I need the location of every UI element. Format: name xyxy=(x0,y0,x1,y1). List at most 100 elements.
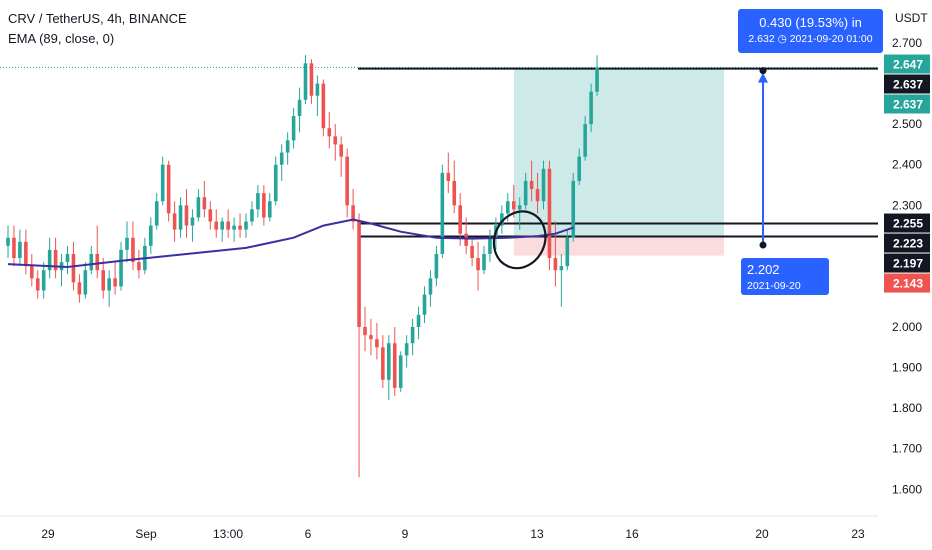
annotation-circle[interactable] xyxy=(485,203,555,277)
candle xyxy=(279,144,284,181)
candle-body xyxy=(137,262,141,271)
candle xyxy=(172,201,177,242)
horizontal-lines xyxy=(358,67,878,238)
candle xyxy=(285,132,290,165)
indicator-label[interactable]: EMA (89, close, 0) xyxy=(8,31,115,46)
candle-body xyxy=(190,217,195,226)
candle xyxy=(47,237,52,279)
candle-body xyxy=(476,258,480,271)
y-tick-label: 1.800 xyxy=(892,401,922,415)
candle xyxy=(535,172,540,214)
candle-body xyxy=(482,253,486,271)
candle-body xyxy=(47,249,52,271)
candle xyxy=(363,306,367,352)
symbol-title[interactable]: CRV / TetherUS, 4h, BINANCE xyxy=(8,11,187,26)
candle xyxy=(446,152,451,194)
candle-body xyxy=(149,225,153,246)
candles xyxy=(6,55,599,478)
price-tag-label: 2.637 xyxy=(893,98,923,112)
candle xyxy=(65,245,70,275)
candle xyxy=(440,164,445,259)
profit-zone[interactable] xyxy=(514,68,724,237)
candle-body xyxy=(363,327,367,336)
price-tag: 2.197 xyxy=(884,253,930,273)
candle-body xyxy=(321,83,326,129)
candle-body xyxy=(381,347,385,380)
y-tick-label: 1.700 xyxy=(892,442,922,456)
candle-body xyxy=(541,168,546,202)
candle xyxy=(387,335,391,401)
candle-body xyxy=(422,294,427,315)
candle-body xyxy=(357,221,361,327)
price-tag-label: 2.223 xyxy=(893,237,923,251)
candle xyxy=(571,172,576,242)
candle-body xyxy=(226,221,230,230)
x-tick-label: 23 xyxy=(851,527,865,541)
candle xyxy=(416,306,421,340)
candle-body xyxy=(285,140,290,153)
candle xyxy=(339,136,343,177)
candle-body xyxy=(89,253,94,271)
candle xyxy=(137,249,141,279)
candle-body xyxy=(440,172,445,254)
candle xyxy=(375,322,379,360)
candle-body xyxy=(41,270,46,291)
x-tick-label: 29 xyxy=(41,527,55,541)
price-tag-label: 2.255 xyxy=(893,217,923,231)
candle xyxy=(398,351,403,392)
candle xyxy=(214,209,219,238)
candle-body xyxy=(35,278,40,291)
candle xyxy=(458,193,462,246)
candle-body xyxy=(452,180,457,206)
candle-body xyxy=(268,201,272,218)
candle-body xyxy=(309,63,314,96)
price-tag: 2.143 xyxy=(884,273,930,293)
candle-body xyxy=(83,270,88,295)
candle-body xyxy=(434,253,439,279)
measure-arrow[interactable] xyxy=(758,67,768,249)
candle-body xyxy=(369,335,373,340)
candle-body xyxy=(571,180,576,238)
candle-body xyxy=(500,213,504,226)
candle xyxy=(553,221,558,287)
candle xyxy=(273,156,278,206)
candle xyxy=(315,75,320,117)
price-tag-label: 2.647 xyxy=(893,58,923,72)
x-tick-label: 9 xyxy=(402,527,409,541)
candle xyxy=(190,209,195,242)
candle-body xyxy=(553,258,558,271)
candle-body xyxy=(565,237,570,267)
candle xyxy=(351,189,355,230)
candle-body xyxy=(196,197,201,218)
candle-body xyxy=(517,205,522,210)
candle-body xyxy=(131,237,135,263)
candle-body xyxy=(6,237,10,246)
candle xyxy=(24,229,28,275)
candle xyxy=(41,262,46,299)
candle-body xyxy=(547,168,552,259)
price-tag-background xyxy=(884,253,930,273)
x-tick-label: 13 xyxy=(530,527,544,541)
candle xyxy=(410,318,415,356)
candle xyxy=(369,318,373,356)
candle xyxy=(268,193,272,222)
candle-body xyxy=(178,205,183,230)
candle-body xyxy=(113,278,117,287)
candle xyxy=(202,180,207,218)
measure-start-date: 2021-09-20 01:00 xyxy=(747,280,801,306)
measure-start-point[interactable] xyxy=(759,241,767,249)
candle xyxy=(404,335,409,368)
candle xyxy=(500,205,504,234)
candle-body xyxy=(464,233,468,246)
candle xyxy=(59,253,64,287)
candle-body xyxy=(214,221,219,230)
candle xyxy=(452,160,457,214)
candle-body xyxy=(488,237,492,254)
candle xyxy=(6,225,10,259)
candle-body xyxy=(577,156,581,181)
candle-body xyxy=(262,193,266,218)
time-axis[interactable]: 29 Sep 13:00 6 9 13 16 20 23 xyxy=(41,527,865,541)
measure-end-point[interactable] xyxy=(759,67,767,75)
measure-bottom-label: 2.202 2021-09-20 01:00 xyxy=(741,258,829,306)
